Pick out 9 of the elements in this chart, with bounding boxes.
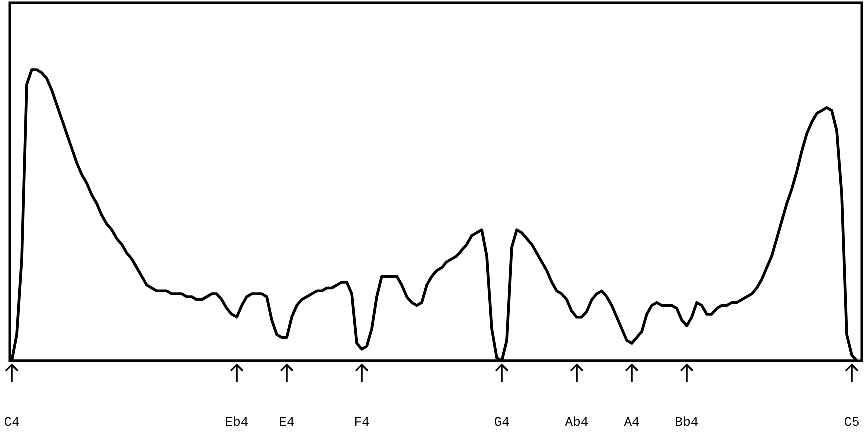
x-tick-label: G4 <box>494 415 510 430</box>
x-tick-label: Ab4 <box>565 415 589 430</box>
x-tick-label: C4 <box>4 415 20 430</box>
x-tick-label: F4 <box>354 415 370 430</box>
x-tick-label: Bb4 <box>675 415 699 430</box>
x-tick-label: Eb4 <box>225 415 249 430</box>
x-tick-label: C5 <box>844 415 860 430</box>
x-tick-label: A4 <box>624 415 640 430</box>
x-tick-label: E4 <box>279 415 295 430</box>
